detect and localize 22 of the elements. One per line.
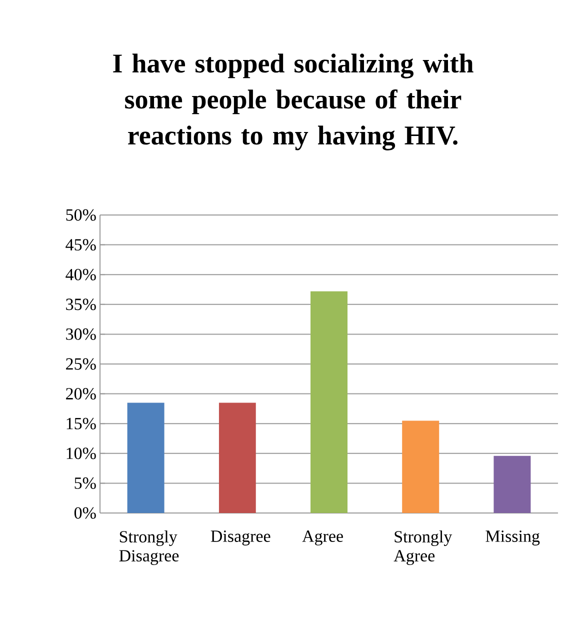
x-tick-label: Strongly Disagree (119, 530, 179, 565)
bar (218, 402, 256, 513)
bar (494, 456, 531, 513)
bar (127, 402, 164, 513)
y-tick-label: 30% (66, 328, 96, 340)
bar (310, 291, 348, 513)
y-tick-label: 25% (66, 358, 96, 370)
y-tick-label: 5% (74, 477, 96, 489)
x-tick-label: Strongly Agree (394, 530, 452, 565)
y-tick-label: 35% (66, 298, 96, 310)
y-tick-label: 50% (66, 209, 96, 221)
y-tick-label: 20% (66, 388, 96, 400)
y-tick-label: 40% (66, 268, 96, 280)
bar (402, 420, 440, 513)
x-tick-label: Missing (486, 530, 540, 546)
y-tick-label: 45% (66, 239, 96, 251)
y-tick-label: 15% (66, 418, 96, 430)
y-tick-label: 10% (66, 448, 96, 460)
chart-title: I have stopped socializing with some people because of their reactions to my having HIV. (113, 54, 474, 150)
y-tick-label: 0% (74, 507, 96, 519)
x-tick-label: Agree (302, 530, 343, 546)
x-tick-label: Disagree (210, 530, 270, 546)
